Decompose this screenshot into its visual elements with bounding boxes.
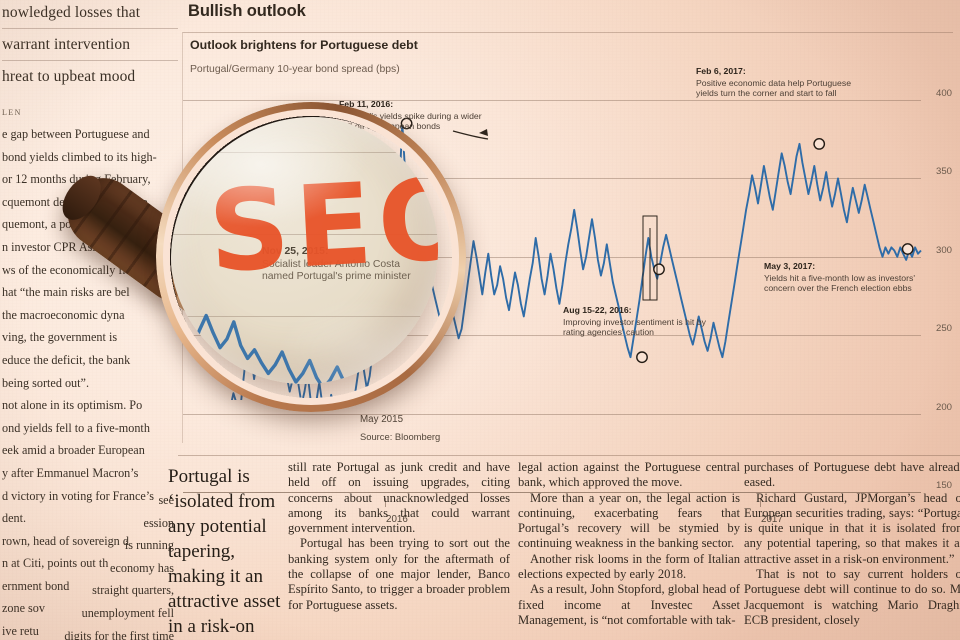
chart-subtitle: Portugal/Germany 10-year bond spread (bp… [190, 64, 400, 75]
annotation-aug-2016: Aug 15-22, 2016: Improving investor sent… [563, 305, 713, 338]
paragraph: That is not to say current holders of Po… [744, 567, 960, 627]
paragraph: Richard Gustard, JPMorgan’s head of Euro… [744, 490, 960, 566]
paragraph: legal action against the Portuguese cent… [518, 460, 740, 490]
article-section: Portugal is ‘isolated from any potential… [0, 452, 960, 640]
pull-quote: Portugal is ‘isolated from any potential… [168, 466, 281, 637]
left-col-line: ernment bond [2, 578, 70, 593]
headline-line-3: hreat to upbeat mood [2, 68, 136, 85]
chart-source: Source: Bloomberg [360, 431, 441, 442]
annotation-date: May 3, 2017: [764, 261, 816, 271]
y-axis-label: 400 [935, 88, 952, 99]
left-column-byline: LEN [2, 108, 22, 117]
chart-marker-feb-6-2017 [813, 138, 826, 150]
headline-line-2: warrant intervention [2, 32, 178, 61]
left-col-line: being sorted out”. [2, 375, 89, 390]
lower-left-fragments: see ession is running economy has straig… [0, 452, 178, 640]
fragment: economy has [110, 560, 174, 575]
fragment: ession [143, 515, 174, 530]
article-column-3: purchases of Portuguese debt have alread… [744, 460, 960, 628]
chart-panel: Bullish outlook Outlook brightens for Po… [178, 0, 960, 525]
annotation-leaders [452, 129, 658, 301]
lens-brass-rim [156, 102, 466, 412]
article-column-2: legal action against the Portuguese cent… [518, 460, 740, 628]
left-newspaper-column: nowledged losses that warrant interventi… [0, 0, 178, 640]
leader-feb-2016 [452, 130, 489, 140]
chart-marker-aug-15-2016 [636, 351, 648, 364]
x-axis-line [183, 492, 921, 494]
gridline [183, 100, 921, 101]
fragment: see [158, 493, 174, 507]
gridline [183, 413, 921, 415]
left-col-line: ive retu [2, 624, 39, 639]
arrow-head-feb-2016 [479, 129, 488, 136]
left-col-line: not alone in its optimism. Po [2, 398, 143, 413]
section-divider [178, 455, 960, 456]
left-col-line: e gap between Portuguese and [2, 127, 150, 141]
gridline [183, 335, 921, 337]
left-col-line: hat “the main risks are bel [2, 285, 130, 300]
left-col-line: the macroeconomic dyna [2, 307, 125, 322]
annotation-feb-2017: Feb 6, 2017: Positive economic data help… [696, 66, 856, 99]
left-col-line: y after Emmanuel Macron’s [2, 465, 139, 480]
annotation-text: Improving investor sentiment is hit by r… [563, 316, 706, 338]
paragraph: still rate Portugal as junk credit and h… [288, 460, 510, 536]
x-label-2017: 2017 [761, 514, 783, 525]
gridline [183, 178, 921, 180]
x-label-2016: 2016 [386, 514, 408, 525]
left-col-line: ond yields fell to a five-month [2, 420, 150, 435]
fragment: unemployment fell [81, 605, 174, 620]
left-col-line: eek amid a broader European [2, 443, 145, 458]
annotation-date: Aug 15-22, 2016: [563, 305, 632, 315]
annotation-date: Feb 11, 2016: [339, 99, 394, 109]
paragraph: More than a year on, the legal action is… [518, 490, 740, 551]
bracket-aug-2016 [642, 215, 658, 301]
paragraph: As a result, John Stopford, global head … [518, 582, 740, 627]
magnifying-glass[interactable]: Nov 25, 2015: Socialist leader António C… [53, 98, 464, 410]
annotation-text: Positive economic data help Portuguese y… [696, 77, 852, 99]
left-col-line: bond yields climbed to its high- [2, 149, 157, 164]
left-col-line: ws of the economically fra [2, 262, 132, 277]
y-axis-label: 300 [935, 244, 952, 256]
annotation-may-2017: May 3, 2017: Yields hit a five-month low… [764, 261, 919, 294]
fragment: digits for the first time [64, 628, 174, 640]
paragraph: Portugal has been trying to sort out the… [288, 536, 510, 612]
left-col-line: n at Citi, points out th [2, 556, 109, 571]
chart-title: Outlook brightens for Portuguese debt [190, 38, 418, 52]
section-kicker: Bullish outlook [188, 2, 306, 20]
article-column-1: still rate Portugal as junk credit and h… [288, 460, 510, 613]
annotation-text: Yields hit a five-month low as investors… [764, 272, 916, 294]
headline-line-1: nowledged losses that [2, 0, 178, 29]
fragment: straight quarters, [92, 583, 174, 598]
y-axis-label: 350 [935, 166, 952, 178]
x-label-start: May 2015 [360, 414, 404, 425]
chart-marker-may-3-2017 [901, 243, 914, 255]
left-col-line: educe the deficit, the bank [2, 352, 131, 367]
left-col-line: dent. [2, 511, 27, 526]
annotation-date: Feb 6, 2017: [696, 66, 746, 76]
x-tick-2016 [385, 498, 386, 507]
fragment: is running [124, 538, 174, 553]
left-col-line: rown, head of sovereign d [2, 533, 129, 548]
y-axis-label: 200 [935, 401, 952, 413]
y-axis-label: 150 [935, 480, 952, 491]
paragraph: purchases of Portuguese debt have alread… [744, 460, 960, 490]
left-col-line: zone sov [2, 601, 45, 616]
left-col-line: ving, the government is [2, 330, 118, 345]
y-axis-label: 250 [935, 323, 952, 335]
x-tick-2017 [760, 498, 761, 507]
left-column-headlines: nowledged losses that warrant interventi… [0, 0, 178, 92]
paragraph: Another risk looms in the form of Italia… [518, 551, 740, 582]
left-col-line: d victory in voting for France’s [2, 488, 154, 503]
chart-marker-aug-22-2016 [653, 263, 665, 276]
